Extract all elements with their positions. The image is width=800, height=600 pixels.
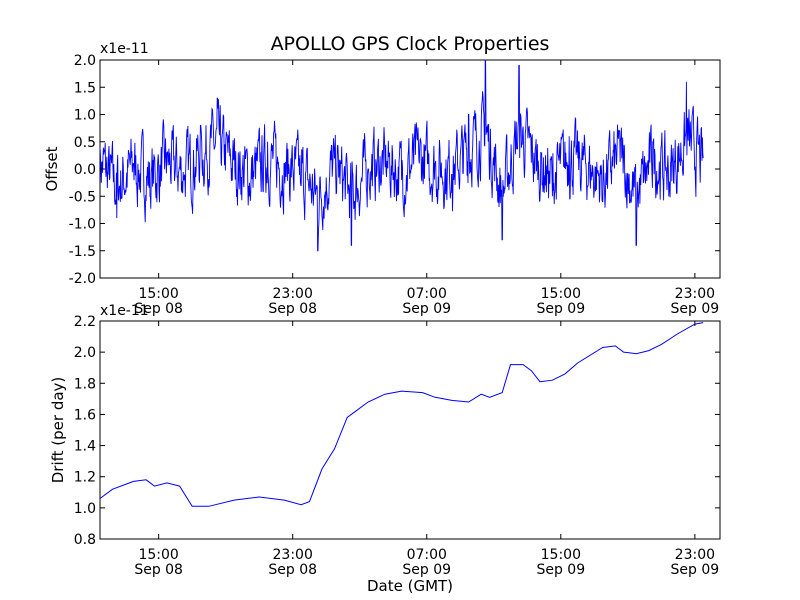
- y-tick-label: 0.8: [74, 532, 96, 548]
- drift-plot-frame: [99, 320, 721, 540]
- y-tick-label: 1.5: [74, 80, 96, 96]
- y-tick-label: -2.0: [69, 271, 96, 287]
- offset-panel: -2.0-1.5-1.0-0.50.00.51.01.52.0 15:00Sep…: [43, 41, 721, 317]
- y-tick-label: 1.8: [74, 376, 96, 392]
- y-tick-label: 2.0: [74, 345, 96, 361]
- drift-series-line: [99, 322, 704, 507]
- x-tick-time-label: 15:00: [541, 547, 581, 563]
- y-tick-label: 2.0: [74, 53, 96, 69]
- y-tick-label: 2.2: [74, 314, 96, 330]
- y-tick-label: 1.2: [74, 470, 96, 486]
- y-tick-label: -1.0: [69, 217, 96, 233]
- x-tick-date-label: Sep 08: [268, 301, 317, 317]
- drift-y-ticks: 0.8 1.0 1.2 1.4 1.6 1.8 2.0 2.2: [74, 314, 720, 548]
- drift-scale-label: x1e-11: [100, 303, 149, 319]
- y-tick-label: 1.0: [74, 108, 96, 124]
- x-tick-date-label: Sep 09: [671, 301, 720, 317]
- x-tick-time-label: 23:00: [273, 547, 313, 563]
- x-tick-date-label: Sep 09: [402, 301, 451, 317]
- offset-scale-label: x1e-11: [100, 41, 149, 57]
- x-tick-date-label: Sep 09: [402, 562, 451, 578]
- x-tick-date-label: Sep 09: [671, 562, 720, 578]
- x-tick-date-label: Sep 08: [268, 562, 317, 578]
- x-tick-time-label: 07:00: [407, 286, 447, 302]
- y-tick-label: 0.5: [74, 135, 96, 151]
- drift-y-axis-label: Drift (per day): [49, 377, 67, 484]
- y-tick-label: 0.0: [74, 162, 96, 178]
- x-tick-date-label: Sep 08: [134, 301, 183, 317]
- x-tick-date-label: Sep 08: [134, 562, 183, 578]
- offset-y-axis-label: Offset: [43, 146, 61, 191]
- x-tick-time-label: 07:00: [407, 547, 447, 563]
- x-tick-date-label: Sep 09: [536, 562, 585, 578]
- y-tick-label: 1.0: [74, 501, 96, 517]
- y-tick-label: 1.6: [74, 407, 96, 423]
- x-axis-label: Date (GMT): [367, 577, 453, 595]
- x-tick-time-label: 23:00: [675, 547, 715, 563]
- x-tick-date-label: Sep 09: [536, 301, 585, 317]
- offset-series-line: [99, 59, 704, 252]
- x-tick-time-label: 23:00: [675, 286, 715, 302]
- offset-y-ticks: -2.0 -1.5 -1.0 -0.5 0.0 0.5 1.0 1.5 2.0: [69, 53, 720, 287]
- y-tick-label: 1.4: [74, 439, 96, 455]
- x-tick-time-label: 15:00: [138, 286, 178, 302]
- y-tick-label: -0.5: [69, 189, 96, 205]
- x-tick-time-label: 15:00: [541, 286, 581, 302]
- chart-title: APOLLO GPS Clock Properties: [271, 33, 550, 55]
- y-tick-label: -1.5: [69, 244, 96, 260]
- x-tick-time-label: 15:00: [138, 547, 178, 563]
- x-tick-time-label: 23:00: [273, 286, 313, 302]
